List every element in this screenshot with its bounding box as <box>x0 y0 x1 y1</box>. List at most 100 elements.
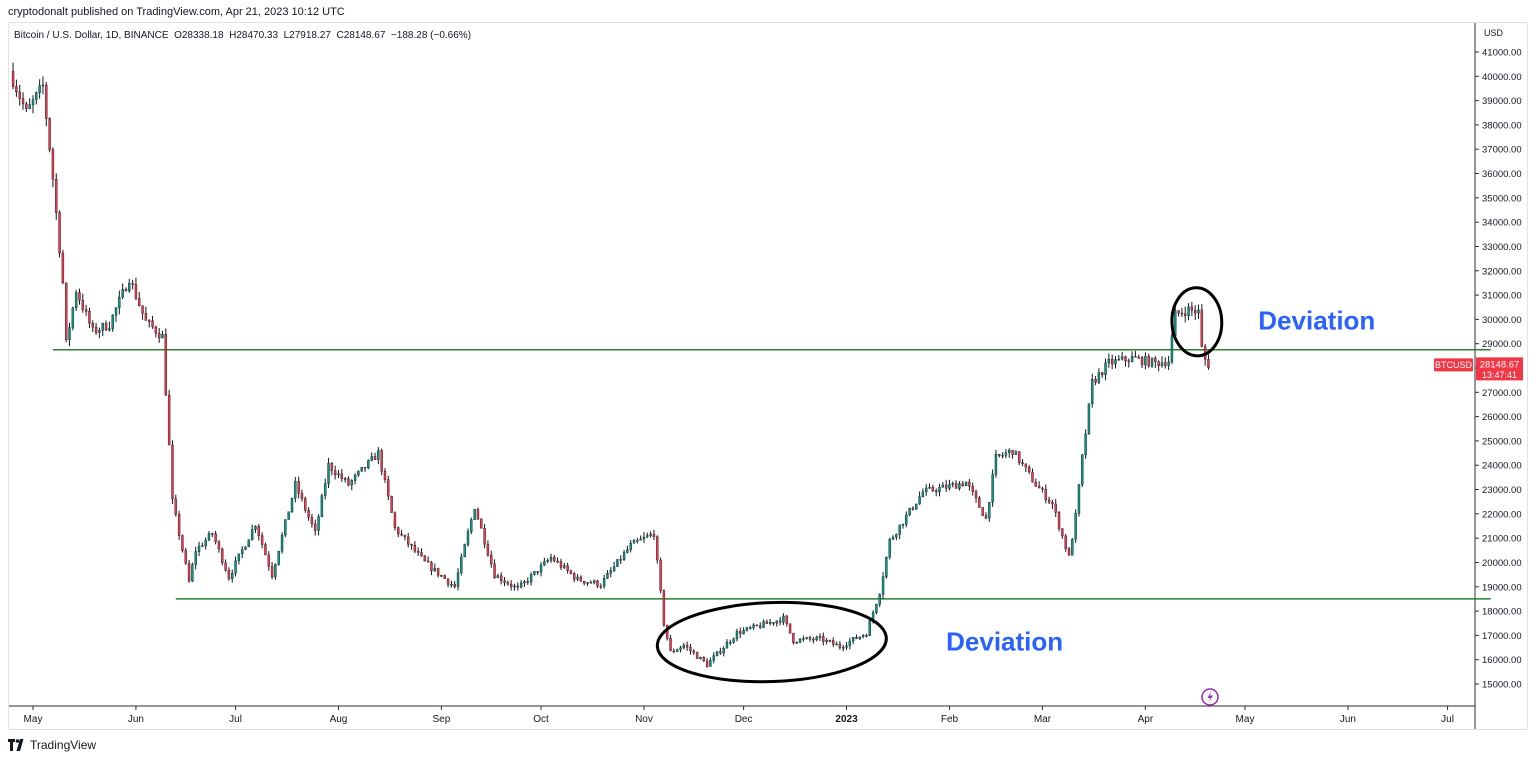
candle-body <box>759 625 762 628</box>
candle-body <box>207 533 211 541</box>
candle-body <box>679 647 682 650</box>
candle-body <box>988 502 991 519</box>
candle-body <box>217 541 221 550</box>
candle-body <box>526 581 529 583</box>
candle-body <box>91 322 94 328</box>
candle-body <box>88 311 91 324</box>
candle-body <box>971 486 974 492</box>
candle-body <box>569 570 573 574</box>
candle-body <box>157 333 161 339</box>
time-tick-label: Jun <box>128 714 144 725</box>
candle-body <box>403 534 407 538</box>
candle-body <box>499 575 503 582</box>
candle-body <box>944 484 948 489</box>
candle-body <box>128 283 131 292</box>
candle-body <box>460 556 463 573</box>
candle-body <box>589 582 593 584</box>
candle-body <box>244 546 247 550</box>
price-tick-label: 29000.00 <box>1482 339 1522 350</box>
candle-body <box>662 590 666 626</box>
candle-body <box>639 538 642 541</box>
candles-group <box>11 62 1210 668</box>
candle-body <box>901 523 905 526</box>
candle-body <box>290 497 294 512</box>
candle-body <box>715 651 719 656</box>
candle-body <box>187 563 191 582</box>
candle-body <box>835 643 838 646</box>
price-tick-label: 35000.00 <box>1482 193 1522 204</box>
candle-body <box>1081 454 1084 485</box>
candle-body <box>483 528 486 545</box>
candle-body <box>274 564 277 578</box>
candle-body <box>818 636 822 638</box>
candle-body <box>114 307 118 316</box>
candle-body <box>928 486 931 489</box>
candle-body <box>503 580 506 583</box>
candle-body <box>1101 372 1104 376</box>
candle-body <box>858 636 862 639</box>
candle-body <box>845 645 848 648</box>
candle-body <box>1051 501 1054 505</box>
candle-body <box>1018 451 1021 463</box>
candle-body <box>174 498 177 515</box>
time-tick-label: Oct <box>533 714 549 725</box>
candle-body <box>340 473 344 479</box>
candle-body <box>440 575 443 577</box>
candle-body <box>224 562 227 571</box>
time-tick-label: Feb <box>941 714 959 725</box>
candle-body <box>300 493 304 499</box>
candle-body <box>181 535 184 551</box>
candle-body <box>1074 512 1077 540</box>
candle-body <box>768 622 772 624</box>
candle-body <box>672 650 676 653</box>
legend-open: O28338.18 <box>174 30 224 41</box>
symbol-tag-bg <box>1434 358 1473 372</box>
candle-body <box>231 573 234 579</box>
candle-body <box>496 575 500 579</box>
candle-body <box>984 515 988 519</box>
candle-body <box>194 551 197 565</box>
candle-body <box>649 533 652 536</box>
candle-body <box>1193 309 1197 314</box>
deviation-annotation: Deviation <box>1258 306 1375 336</box>
candle-body <box>516 585 519 588</box>
candle-body <box>749 627 752 629</box>
candle-body <box>1120 356 1124 360</box>
candle-body <box>991 474 994 503</box>
candle-body <box>254 526 257 530</box>
candle-body <box>74 292 78 309</box>
candle-body <box>177 514 181 536</box>
price-axis-currency: USD <box>1484 28 1504 38</box>
candle-body <box>652 533 656 537</box>
candle-body <box>1170 335 1174 363</box>
candle-body <box>221 548 224 563</box>
tradingview-brand[interactable]: TradingView <box>8 738 96 752</box>
candle-body <box>144 312 148 321</box>
candle-body <box>1061 528 1064 537</box>
candle-body <box>416 550 420 553</box>
time-tick-label: Jul <box>1441 714 1454 725</box>
candle-body <box>1084 433 1087 456</box>
candle-body <box>556 560 559 563</box>
candle-body <box>685 644 689 648</box>
candle-body <box>453 584 456 587</box>
flash-icon[interactable] <box>1201 688 1219 706</box>
candle-body <box>579 576 583 582</box>
legend-change: −188.28 (−0.66%) <box>390 30 472 41</box>
candle-body <box>98 330 101 333</box>
candle-body <box>357 470 360 476</box>
candle-body <box>423 555 427 562</box>
price-tick-label: 27000.00 <box>1482 388 1522 399</box>
candle-body <box>1064 535 1067 549</box>
candle-body <box>15 86 18 93</box>
hand-drawn-circle <box>655 600 888 684</box>
candle-body <box>958 483 961 489</box>
candle-body <box>353 474 357 481</box>
candle-body <box>476 509 480 520</box>
candle-body <box>247 539 251 548</box>
candle-body <box>609 570 612 574</box>
candle-body <box>934 490 938 493</box>
candle-body <box>832 640 835 645</box>
candle-body <box>755 624 759 627</box>
